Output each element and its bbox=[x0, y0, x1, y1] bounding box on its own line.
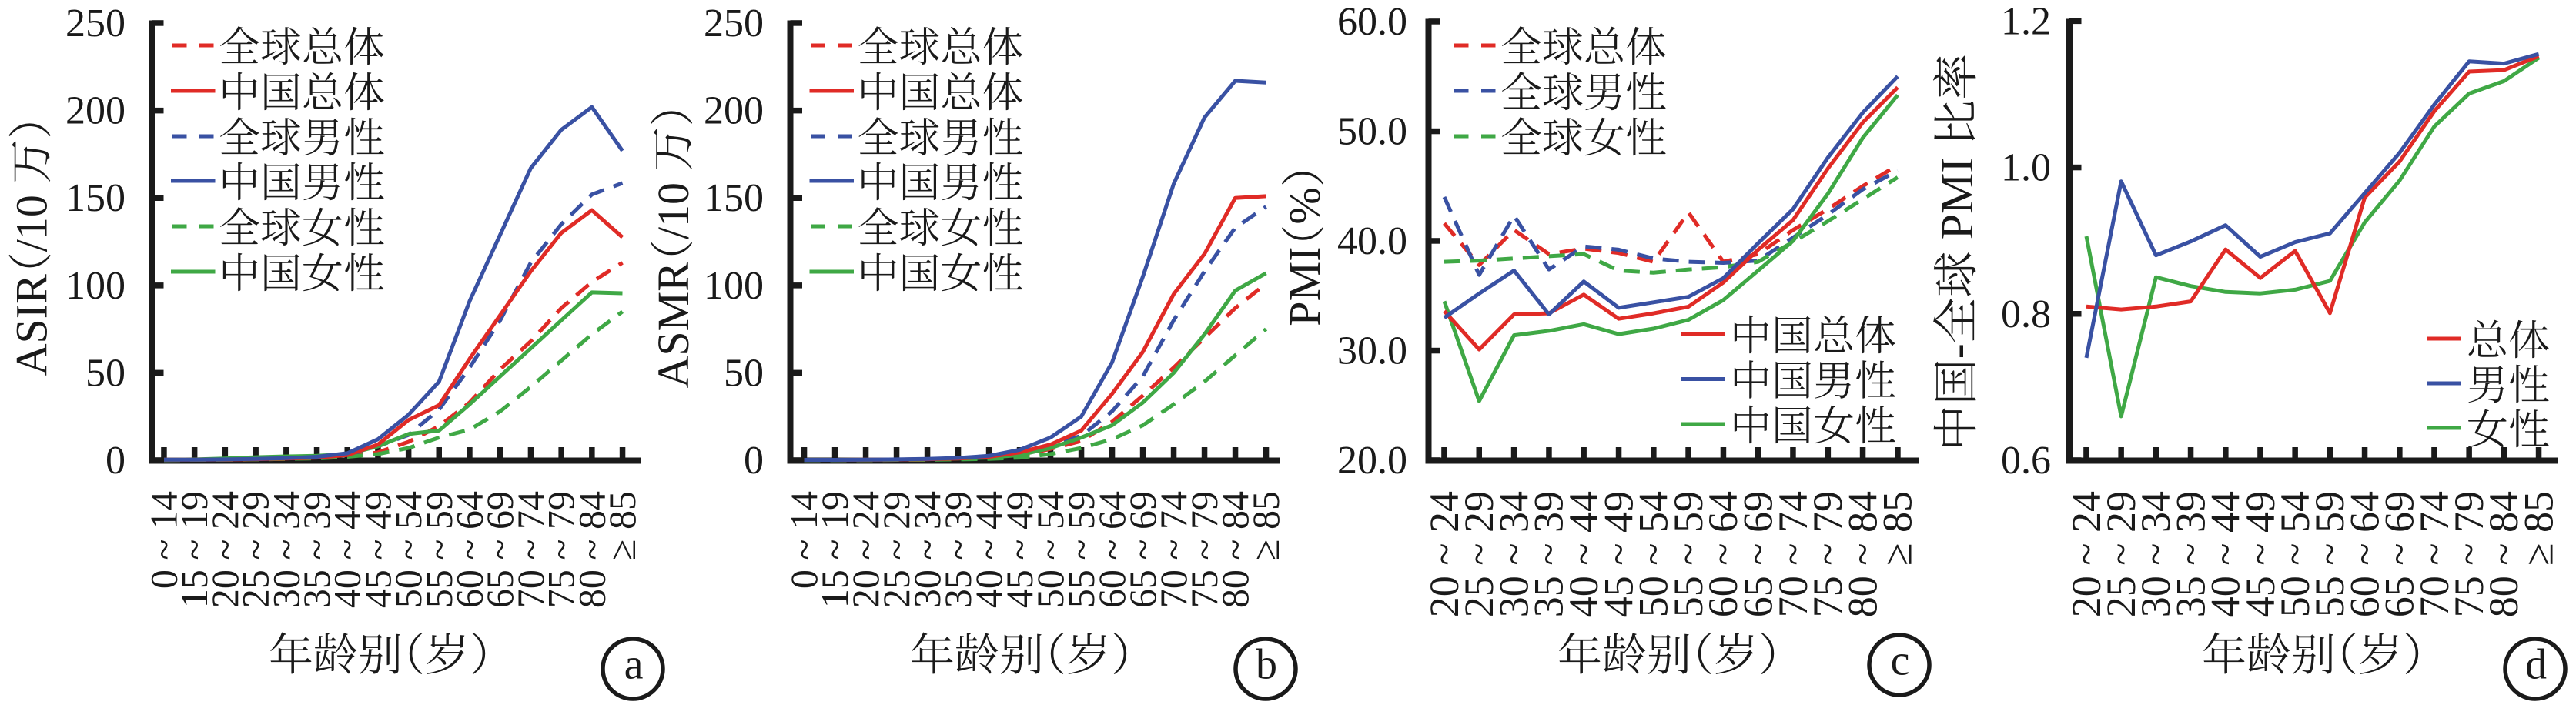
svg-text:40 ~ 44: 40 ~ 44 bbox=[1561, 491, 1607, 617]
svg-text:75 ~ 79: 75 ~ 79 bbox=[2446, 491, 2492, 617]
svg-text:0: 0 bbox=[744, 439, 764, 483]
svg-text:75 ~ 79: 75 ~ 79 bbox=[1805, 491, 1851, 617]
svg-text:250: 250 bbox=[65, 2, 125, 45]
svg-text:60 ~ 64: 60 ~ 64 bbox=[1090, 491, 1133, 608]
svg-text:20 ~ 24: 20 ~ 24 bbox=[203, 491, 246, 608]
svg-text:40 ~ 44: 40 ~ 44 bbox=[2203, 491, 2249, 617]
svg-text:1.0: 1.0 bbox=[2001, 146, 2051, 190]
svg-text:30 ~ 34: 30 ~ 34 bbox=[1490, 491, 1537, 617]
svg-text:c: c bbox=[1891, 637, 1910, 685]
svg-text:65 ~ 69: 65 ~ 69 bbox=[1121, 491, 1164, 608]
svg-text:30 ~ 34: 30 ~ 34 bbox=[2133, 491, 2179, 617]
svg-text:20.0: 20.0 bbox=[1337, 439, 1407, 483]
svg-text:65 ~ 69: 65 ~ 69 bbox=[478, 491, 521, 608]
svg-text:20 ~ 24: 20 ~ 24 bbox=[2063, 491, 2109, 617]
svg-text:40.0: 40.0 bbox=[1337, 219, 1407, 263]
svg-text:50: 50 bbox=[85, 351, 125, 395]
svg-text:55 ~ 59: 55 ~ 59 bbox=[1665, 491, 1711, 617]
svg-text:ASIR: ASIR bbox=[7, 274, 57, 376]
svg-text:0: 0 bbox=[105, 439, 125, 483]
svg-text:35 ~ 39: 35 ~ 39 bbox=[936, 491, 979, 608]
svg-text:80 ~ 84: 80 ~ 84 bbox=[1213, 491, 1256, 608]
svg-text:60 ~ 64: 60 ~ 64 bbox=[2341, 491, 2387, 617]
svg-text:50 ~ 54: 50 ~ 54 bbox=[1631, 491, 1677, 617]
svg-text:50.0: 50.0 bbox=[1337, 110, 1407, 154]
svg-text:150: 150 bbox=[704, 176, 764, 220]
svg-text:b: b bbox=[1256, 641, 1277, 689]
svg-text:≥ 85: ≥ 85 bbox=[2515, 491, 2561, 566]
svg-text:65 ~ 69: 65 ~ 69 bbox=[1735, 491, 1781, 617]
svg-text:200: 200 bbox=[65, 89, 125, 133]
svg-text:45 ~ 49: 45 ~ 49 bbox=[998, 491, 1041, 608]
svg-text:70 ~ 74: 70 ~ 74 bbox=[509, 491, 552, 608]
svg-text:15 ~ 19: 15 ~ 19 bbox=[813, 491, 856, 608]
svg-text:70 ~ 74: 70 ~ 74 bbox=[1152, 491, 1195, 608]
svg-text:100: 100 bbox=[704, 264, 764, 308]
svg-text:ASMR: ASMR bbox=[648, 262, 698, 389]
svg-text:0 ~ 14: 0 ~ 14 bbox=[782, 491, 825, 589]
svg-text:60 ~ 64: 60 ~ 64 bbox=[1700, 491, 1746, 617]
svg-text:70 ~ 74: 70 ~ 74 bbox=[1770, 491, 1816, 617]
svg-text:0 ~ 14: 0 ~ 14 bbox=[142, 491, 186, 589]
svg-text:25 ~ 29: 25 ~ 29 bbox=[234, 491, 277, 608]
svg-text:200: 200 bbox=[704, 89, 764, 133]
svg-text:PMI: PMI bbox=[1932, 158, 1982, 240]
svg-text:1.2: 1.2 bbox=[2001, 0, 2051, 43]
svg-text:25 ~ 29: 25 ~ 29 bbox=[1456, 491, 1502, 617]
svg-text:/10: /10 bbox=[7, 195, 57, 252]
svg-text:25 ~ 29: 25 ~ 29 bbox=[875, 491, 918, 608]
svg-text:a: a bbox=[624, 641, 644, 689]
svg-text:25 ~ 29: 25 ~ 29 bbox=[2098, 491, 2144, 617]
svg-text:40 ~ 44: 40 ~ 44 bbox=[967, 491, 1010, 608]
svg-text:55 ~ 59: 55 ~ 59 bbox=[2307, 491, 2353, 617]
svg-text:250: 250 bbox=[704, 2, 764, 45]
svg-text:20 ~ 24: 20 ~ 24 bbox=[1421, 491, 1467, 617]
svg-text:55 ~ 59: 55 ~ 59 bbox=[417, 491, 460, 608]
svg-text:50: 50 bbox=[724, 351, 764, 395]
svg-text:80 ~ 84: 80 ~ 84 bbox=[570, 491, 613, 608]
svg-text:80 ~ 84: 80 ~ 84 bbox=[1839, 491, 1885, 617]
svg-text:20 ~ 24: 20 ~ 24 bbox=[844, 491, 887, 608]
svg-text:75 ~ 79: 75 ~ 79 bbox=[1183, 491, 1226, 608]
svg-text:35 ~ 39: 35 ~ 39 bbox=[295, 491, 338, 608]
svg-text:60.0: 60.0 bbox=[1337, 0, 1407, 44]
svg-text:80 ~ 84: 80 ~ 84 bbox=[2481, 491, 2527, 617]
svg-text:≥ 85: ≥ 85 bbox=[1875, 491, 1921, 566]
svg-text:100: 100 bbox=[65, 264, 125, 308]
svg-text:≥ 85: ≥ 85 bbox=[1244, 491, 1287, 560]
svg-text:-: - bbox=[1932, 343, 1982, 359]
svg-text:45 ~ 49: 45 ~ 49 bbox=[1595, 491, 1641, 617]
svg-text:50 ~ 54: 50 ~ 54 bbox=[1029, 491, 1072, 608]
svg-text:40 ~ 44: 40 ~ 44 bbox=[326, 491, 369, 608]
svg-text:%: % bbox=[1280, 187, 1330, 224]
svg-text:35 ~ 39: 35 ~ 39 bbox=[1526, 491, 1572, 617]
svg-text:55 ~ 59: 55 ~ 59 bbox=[1059, 491, 1102, 608]
svg-text:0.8: 0.8 bbox=[2001, 292, 2051, 336]
svg-text:d: d bbox=[2525, 641, 2547, 689]
svg-text:30.0: 30.0 bbox=[1337, 329, 1407, 373]
svg-text:0.6: 0.6 bbox=[2001, 439, 2051, 483]
svg-text:30 ~ 34: 30 ~ 34 bbox=[905, 491, 948, 608]
svg-text:45 ~ 49: 45 ~ 49 bbox=[2237, 491, 2283, 617]
svg-text:50 ~ 54: 50 ~ 54 bbox=[2272, 491, 2318, 617]
svg-text:65 ~ 69: 65 ~ 69 bbox=[2377, 491, 2423, 617]
svg-text:150: 150 bbox=[65, 176, 125, 220]
svg-text:35 ~ 39: 35 ~ 39 bbox=[2167, 491, 2213, 617]
svg-text:15 ~ 19: 15 ~ 19 bbox=[172, 491, 216, 608]
svg-text:/10: /10 bbox=[648, 182, 698, 239]
svg-text:50 ~ 54: 50 ~ 54 bbox=[386, 491, 430, 608]
svg-text:45 ~ 49: 45 ~ 49 bbox=[356, 491, 399, 608]
svg-text:30 ~ 34: 30 ~ 34 bbox=[264, 491, 307, 608]
svg-text:PMI: PMI bbox=[1280, 247, 1330, 326]
svg-text:70 ~ 74: 70 ~ 74 bbox=[2411, 491, 2457, 617]
svg-text:60 ~ 64: 60 ~ 64 bbox=[448, 491, 491, 608]
svg-text:≥ 85: ≥ 85 bbox=[601, 491, 644, 560]
svg-text:75 ~ 79: 75 ~ 79 bbox=[540, 491, 583, 608]
